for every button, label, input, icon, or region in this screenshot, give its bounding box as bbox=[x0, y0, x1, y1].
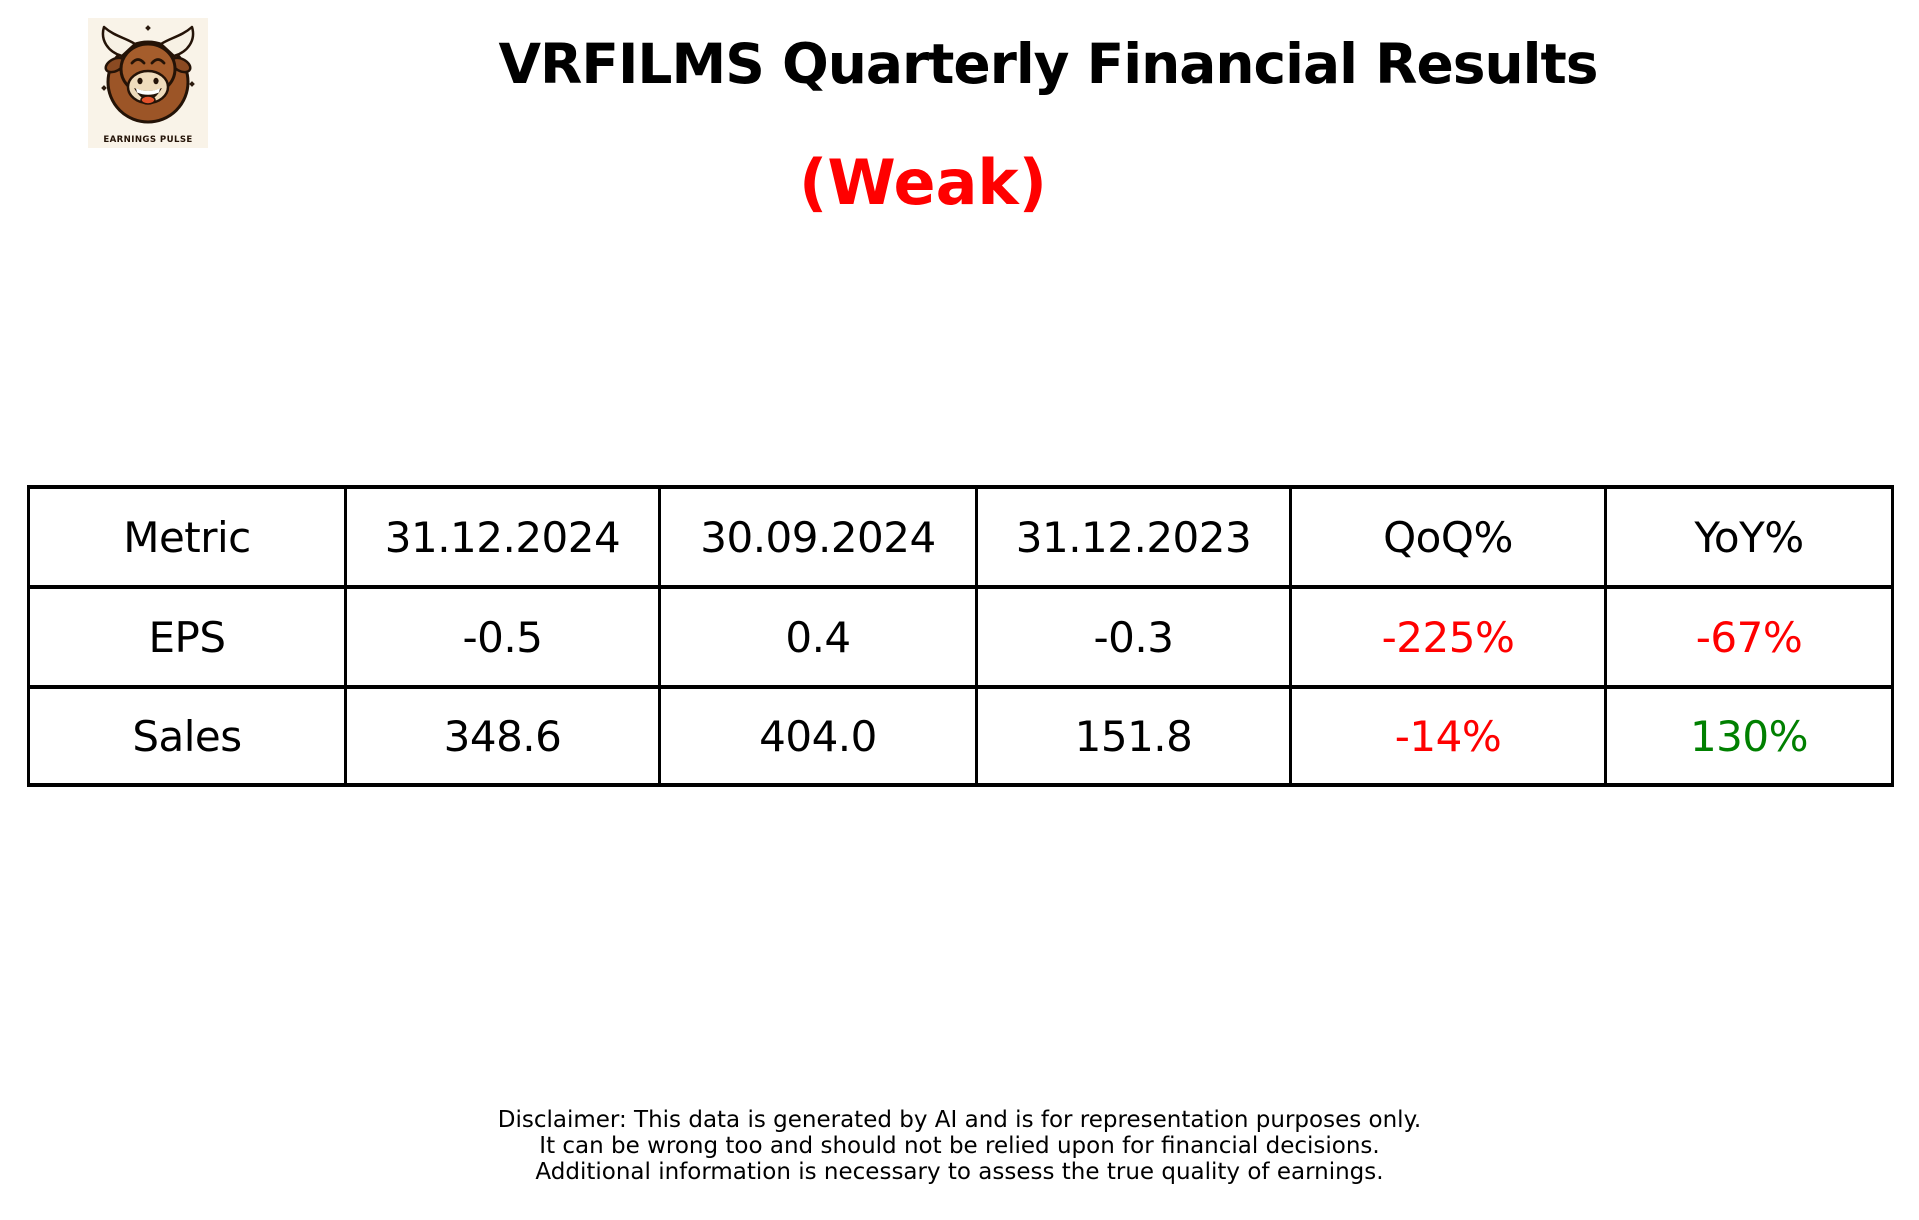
disclaimer: Disclaimer: This data is generated by AI… bbox=[0, 1107, 1919, 1185]
table-cell: 348.6 bbox=[344, 685, 661, 787]
table-row-eps: EPS -0.5 0.4 -0.3 -225% -67% bbox=[27, 585, 1894, 689]
page-title: VRFILMS Quarterly Financial Results bbox=[498, 32, 1598, 96]
table-cell: -0.3 bbox=[975, 585, 1292, 689]
table-cell: 151.8 bbox=[975, 685, 1292, 787]
qoq-change-cell: -225% bbox=[1289, 585, 1607, 689]
brand-name: EARNINGS PULSE bbox=[103, 135, 192, 145]
column-header-yoy: YoY% bbox=[1604, 485, 1894, 589]
column-header-qoq: QoQ% bbox=[1289, 485, 1607, 589]
column-header-q-current: 31.12.2024 bbox=[344, 485, 661, 589]
yoy-change-cell: 130% bbox=[1604, 685, 1894, 787]
column-header-q-yearago: 31.12.2023 bbox=[975, 485, 1292, 589]
yoy-change-cell: -67% bbox=[1604, 585, 1894, 689]
page-title-wrap: VRFILMS Quarterly Financial Results bbox=[0, 32, 1919, 96]
table-cell: 0.4 bbox=[658, 585, 978, 689]
verdict-label: (Weak) bbox=[799, 146, 1047, 219]
bull-logo-icon: EARNINGS PULSE bbox=[88, 18, 208, 148]
disclaimer-line: It can be wrong too and should not be re… bbox=[539, 1133, 1380, 1159]
table-cell: 404.0 bbox=[658, 685, 978, 787]
table-row-sales: Sales 348.6 404.0 151.8 -14% 130% bbox=[27, 685, 1894, 787]
disclaimer-line: Additional information is necessary to a… bbox=[535, 1159, 1384, 1185]
metric-name-cell: Sales bbox=[27, 685, 347, 787]
table-cell: -0.5 bbox=[344, 585, 661, 689]
results-table: Metric 31.12.2024 30.09.2024 31.12.2023 … bbox=[27, 485, 1894, 787]
column-header-q-previous: 30.09.2024 bbox=[658, 485, 978, 589]
verdict-wrap: (Weak) bbox=[0, 146, 1846, 219]
table-header-row: Metric 31.12.2024 30.09.2024 31.12.2023 … bbox=[27, 485, 1894, 589]
column-header-metric: Metric bbox=[27, 485, 347, 589]
qoq-change-cell: -14% bbox=[1289, 685, 1607, 787]
metric-name-cell: EPS bbox=[27, 585, 347, 689]
brand-logo: EARNINGS PULSE bbox=[88, 18, 208, 148]
disclaimer-line: Disclaimer: This data is generated by AI… bbox=[497, 1107, 1422, 1133]
